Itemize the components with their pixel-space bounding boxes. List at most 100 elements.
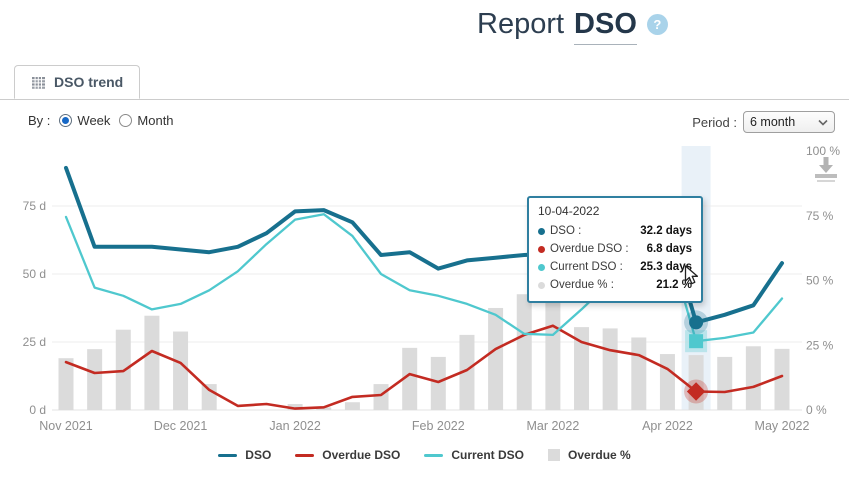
- x-month-label: Nov 2021: [39, 419, 93, 433]
- bar-overdue-pct: [459, 334, 475, 410]
- table-icon: [32, 76, 45, 89]
- overdue-pct-dot-icon: [538, 281, 545, 289]
- bar-overdue-pct: [87, 349, 103, 410]
- period-controls: Period : 6 month: [692, 111, 835, 133]
- tooltip-row-overdue-pct: Overdue % : 21.2 %: [538, 276, 692, 294]
- tooltip-value: 6.8 days: [646, 243, 692, 255]
- chevron-down-icon: [818, 119, 828, 126]
- tooltip-row-current-dso: Current DSO : 25.3 days: [538, 258, 692, 276]
- y-right-tick-label: 75 %: [806, 209, 834, 223]
- tooltip-row-dso: DSO : 32.2 days: [538, 222, 692, 240]
- dso-dot-icon: [538, 227, 545, 235]
- bar-overdue-pct: [173, 331, 189, 410]
- x-month-label: Dec 2021: [154, 419, 208, 433]
- overdue-dso-line-swatch: [295, 453, 315, 457]
- bar-overdue-pct: [430, 356, 446, 410]
- tab-dso-trend[interactable]: DSO trend: [14, 65, 141, 99]
- week-radio-label: Week: [77, 113, 111, 128]
- x-month-label: Mar 2022: [526, 419, 579, 433]
- tab-label: DSO trend: [54, 74, 124, 90]
- bar-overdue-pct: [602, 328, 618, 410]
- bar-overdue-pct: [201, 384, 217, 410]
- legend-label: DSO: [245, 448, 272, 462]
- current-dso-dot-icon: [538, 263, 545, 271]
- legend: DSO Overdue DSO Current DSO Overdue %: [0, 448, 849, 462]
- period-select[interactable]: 6 month: [743, 111, 835, 133]
- period-select-value: 6 month: [750, 115, 796, 129]
- bar-overdue-pct: [717, 356, 733, 410]
- month-radio-icon[interactable]: [119, 114, 133, 127]
- tooltip-label: Overdue % :: [550, 279, 614, 291]
- legend-item-overdue-dso[interactable]: Overdue DSO: [295, 448, 400, 462]
- y-left-tick-label: 25 d: [23, 335, 46, 349]
- current-dso-marker: [689, 334, 704, 349]
- overdue-pct-square-swatch: [548, 449, 561, 461]
- title-report: Report: [477, 8, 565, 40]
- bar-overdue-pct: [774, 348, 790, 410]
- bar-overdue-pct: [659, 354, 675, 410]
- period-label: Period :: [692, 114, 737, 130]
- dso-line-swatch: [218, 453, 238, 457]
- chart-area: 0 d 25 d 50 d 75 d 0 % 25 % 50 % 75 % 100 % Nov…: [0, 140, 849, 479]
- tooltip-label: DSO :: [550, 225, 582, 237]
- legend-label: Current DSO: [451, 448, 525, 462]
- radio-month[interactable]: Month: [119, 113, 174, 128]
- bar-overdue-pct: [574, 327, 590, 410]
- bar-overdue-pct: [316, 407, 332, 410]
- radio-week[interactable]: Week: [59, 113, 110, 128]
- current-dso-line-swatch: [424, 453, 444, 457]
- dso-trend-chart[interactable]: 0 d 25 d 50 d 75 d 0 % 25 % 50 % 75 % 100 % Nov…: [0, 140, 849, 479]
- title-dso: DSO: [574, 8, 637, 45]
- bar-overdue-pct: [516, 294, 532, 410]
- bar-overdue-pct: [287, 404, 303, 410]
- x-month-label: Apr 2022: [642, 419, 693, 433]
- bar-overdue-pct: [373, 384, 389, 410]
- download-icon[interactable]: [815, 157, 837, 182]
- legend-label: Overdue %: [568, 448, 631, 462]
- x-month-label: Jan 2022: [269, 419, 320, 433]
- axis-left-labels: 0 d 25 d 50 d 75 d: [23, 199, 46, 417]
- tooltip-row-overdue-dso: Overdue DSO : 6.8 days: [538, 240, 692, 258]
- legend-item-overdue-pct[interactable]: Overdue %: [548, 448, 631, 462]
- overdue-dso-dot-icon: [538, 245, 545, 253]
- help-icon[interactable]: ?: [646, 14, 668, 35]
- bar-overdue-pct: [488, 307, 504, 410]
- chart-tooltip: 10-04-2022 DSO : 32.2 days Overdue DSO :…: [527, 196, 703, 303]
- by-label: By :: [28, 113, 51, 128]
- tooltip-value: 25.3 days: [640, 261, 692, 273]
- axis-month-labels: Nov 2021 Dec 2021 Jan 2022 Feb 2022 Mar 2022…: [39, 419, 809, 433]
- bar-overdue-pct: [402, 347, 418, 410]
- y-right-tick-label: 100 %: [806, 144, 840, 158]
- legend-item-dso[interactable]: DSO: [218, 448, 271, 462]
- tooltip-label: Current DSO :: [550, 261, 623, 273]
- tooltip-value: 21.2 %: [656, 279, 692, 291]
- y-left-tick-label: 50 d: [23, 267, 46, 281]
- by-controls: By : Week Month: [28, 113, 174, 128]
- y-left-tick-label: 75 d: [23, 199, 46, 213]
- y-right-tick-label: 25 %: [806, 338, 834, 352]
- overdue-dso-marker: [686, 382, 706, 401]
- bar-overdue-pct: [545, 297, 561, 410]
- bar-overdue-pct: [631, 337, 647, 410]
- bars-overdue-pct: [58, 294, 790, 410]
- x-month-label: Feb 2022: [412, 419, 465, 433]
- bar-overdue-pct: [58, 358, 74, 410]
- month-radio-label: Month: [137, 113, 174, 128]
- axis-right-labels: 0 % 25 % 50 % 75 % 100 %: [806, 144, 840, 417]
- week-radio-icon[interactable]: [59, 114, 73, 127]
- tooltip-value: 32.2 days: [640, 225, 692, 237]
- y-left-tick-label: 0 d: [29, 403, 46, 417]
- tab-bar: [0, 99, 849, 100]
- bar-overdue-pct: [344, 402, 360, 410]
- x-month-label: May 2022: [755, 419, 810, 433]
- mouse-cursor-icon: [684, 265, 699, 285]
- tooltip-date: 10-04-2022: [538, 204, 600, 218]
- bar-overdue-pct: [144, 315, 160, 410]
- legend-item-current-dso[interactable]: Current DSO: [424, 448, 524, 462]
- legend-label: Overdue DSO: [322, 448, 401, 462]
- tooltip-label: Overdue DSO :: [550, 243, 629, 255]
- bar-overdue-pct: [745, 346, 761, 410]
- highlight-markers: [684, 310, 709, 404]
- y-right-tick-label: 0 %: [806, 403, 827, 417]
